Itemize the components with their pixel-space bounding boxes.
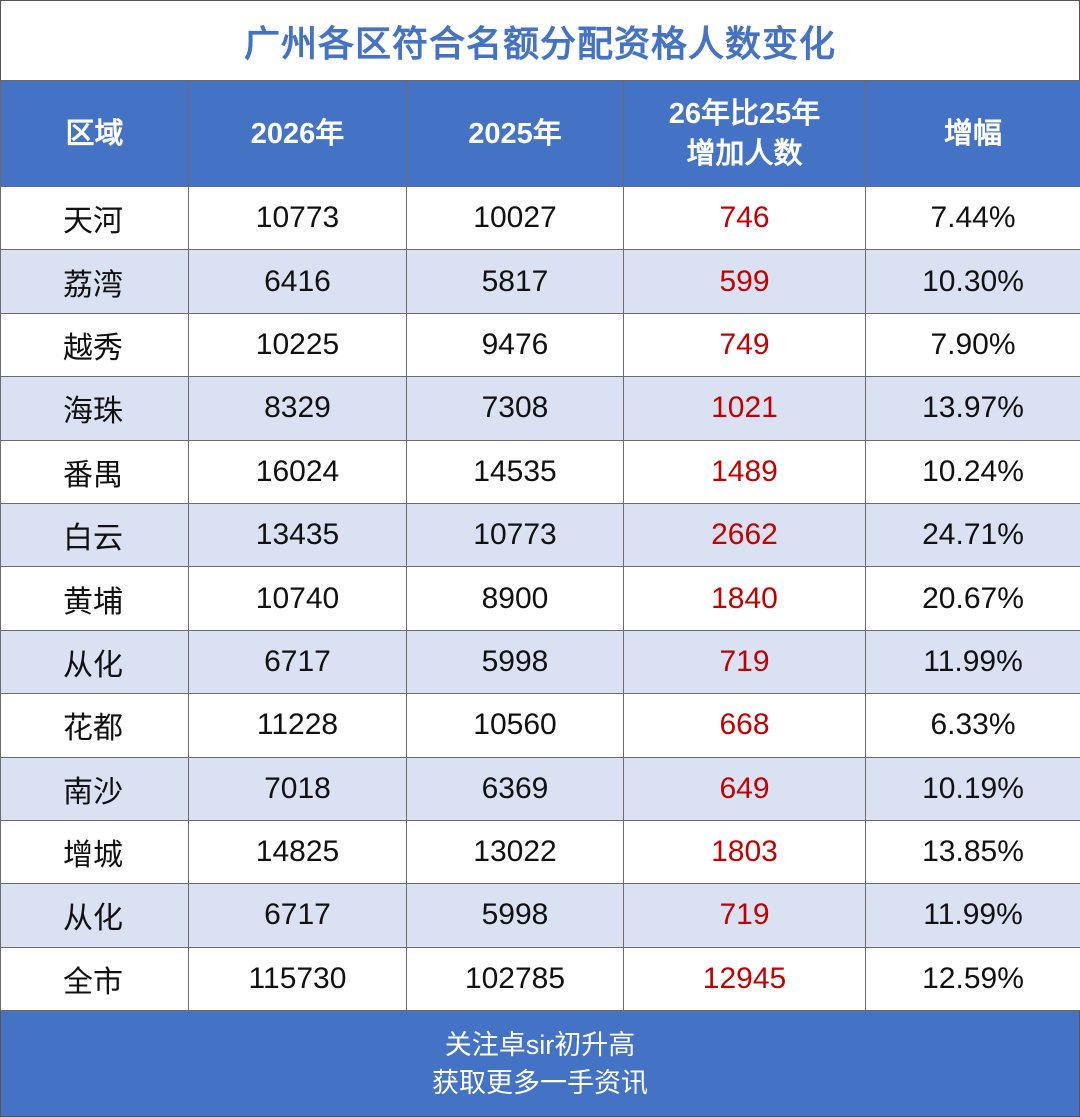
- value-cell: 7018: [189, 757, 407, 820]
- value-cell: 6416: [189, 250, 407, 313]
- district-cell: 从化: [1, 884, 189, 947]
- value-cell: 1021: [624, 377, 866, 440]
- value-cell: 719: [624, 884, 866, 947]
- value-cell: 5998: [407, 630, 624, 693]
- value-cell: 115730: [189, 947, 407, 1010]
- value-cell: 10773: [407, 503, 624, 566]
- value-cell: 11.99%: [866, 630, 1080, 693]
- header-cell: 区域: [1, 81, 189, 187]
- value-cell: 1489: [624, 440, 866, 503]
- value-cell: 746: [624, 187, 866, 250]
- value-cell: 10.24%: [866, 440, 1080, 503]
- district-cell: 从化: [1, 630, 189, 693]
- value-cell: 8900: [407, 567, 624, 630]
- value-cell: 12.59%: [866, 947, 1080, 1010]
- header-cell: 增幅: [866, 81, 1080, 187]
- value-cell: 2662: [624, 503, 866, 566]
- value-cell: 7308: [407, 377, 624, 440]
- footer-line: 获取更多一手资讯: [432, 1064, 648, 1102]
- value-cell: 12945: [624, 947, 866, 1010]
- value-cell: 10773: [189, 187, 407, 250]
- value-cell: 719: [624, 630, 866, 693]
- district-cell: 黄埔: [1, 567, 189, 630]
- district-cell: 天河: [1, 187, 189, 250]
- value-cell: 11.99%: [866, 884, 1080, 947]
- value-cell: 6.33%: [866, 694, 1080, 757]
- value-cell: 7.44%: [866, 187, 1080, 250]
- value-cell: 599: [624, 250, 866, 313]
- value-cell: 11228: [189, 694, 407, 757]
- header-cell: 2026年: [189, 81, 407, 187]
- title: 广州各区符合名额分配资格人数变化: [0, 0, 1080, 80]
- value-cell: 10.19%: [866, 757, 1080, 820]
- district-cell: 花都: [1, 694, 189, 757]
- value-cell: 13.85%: [866, 820, 1080, 883]
- footer: 关注卓sir初升高获取更多一手资讯: [0, 1011, 1080, 1117]
- footer-line: 关注卓sir初升高: [445, 1026, 636, 1064]
- value-cell: 649: [624, 757, 866, 820]
- header-cell: 26年比25年 增加人数: [624, 81, 866, 187]
- district-cell: 越秀: [1, 313, 189, 376]
- value-cell: 16024: [189, 440, 407, 503]
- value-cell: 6369: [407, 757, 624, 820]
- district-cell: 番禺: [1, 440, 189, 503]
- value-cell: 20.67%: [866, 567, 1080, 630]
- value-cell: 8329: [189, 377, 407, 440]
- value-cell: 14535: [407, 440, 624, 503]
- value-cell: 13022: [407, 820, 624, 883]
- value-cell: 13.97%: [866, 377, 1080, 440]
- value-cell: 1840: [624, 567, 866, 630]
- header-cell: 2025年: [407, 81, 624, 187]
- value-cell: 1803: [624, 820, 866, 883]
- district-cell: 增城: [1, 820, 189, 883]
- district-cell: 全市: [1, 947, 189, 1010]
- value-cell: 10027: [407, 187, 624, 250]
- value-cell: 13435: [189, 503, 407, 566]
- value-cell: 668: [624, 694, 866, 757]
- value-cell: 24.71%: [866, 503, 1080, 566]
- value-cell: 10.30%: [866, 250, 1080, 313]
- district-cell: 海珠: [1, 377, 189, 440]
- value-cell: 10740: [189, 567, 407, 630]
- district-cell: 南沙: [1, 757, 189, 820]
- district-cell: 白云: [1, 503, 189, 566]
- district-cell: 荔湾: [1, 250, 189, 313]
- value-cell: 5998: [407, 884, 624, 947]
- value-cell: 5817: [407, 250, 624, 313]
- value-cell: 10560: [407, 694, 624, 757]
- value-cell: 749: [624, 313, 866, 376]
- value-cell: 102785: [407, 947, 624, 1010]
- value-cell: 10225: [189, 313, 407, 376]
- value-cell: 6717: [189, 630, 407, 693]
- value-cell: 9476: [407, 313, 624, 376]
- value-cell: 6717: [189, 884, 407, 947]
- value-cell: 7.90%: [866, 313, 1080, 376]
- value-cell: 14825: [189, 820, 407, 883]
